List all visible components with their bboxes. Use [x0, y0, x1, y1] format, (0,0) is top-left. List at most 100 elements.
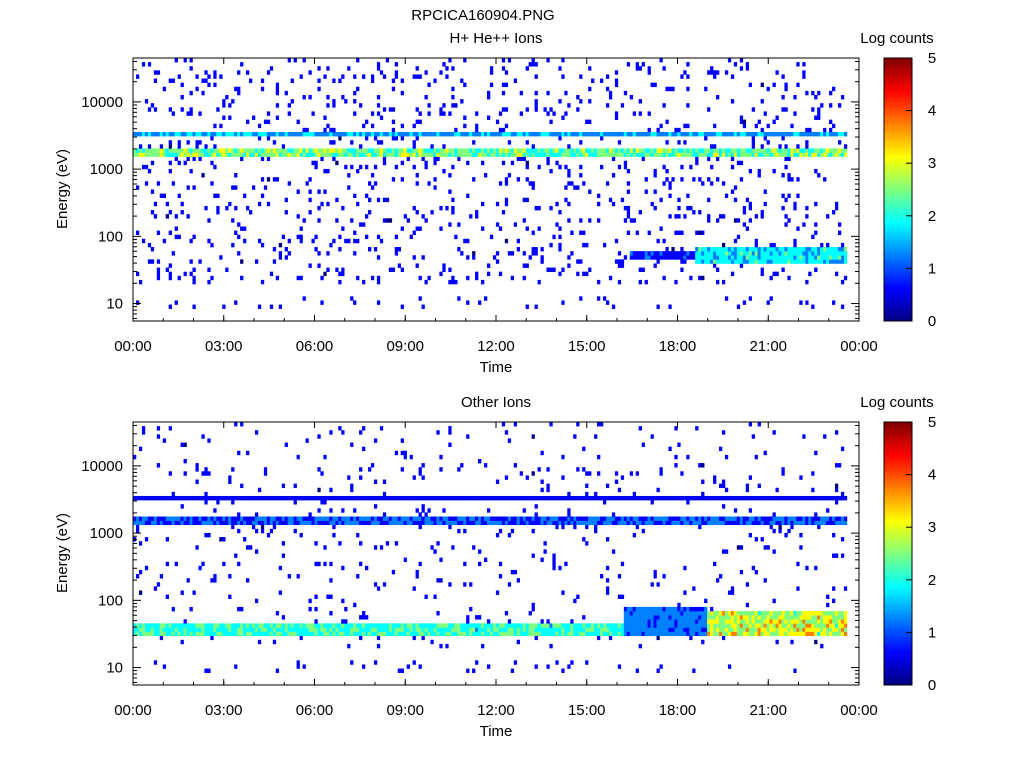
heatmap-cell: [201, 148, 205, 153]
heatmap-cell: [647, 623, 651, 628]
heatmap-cell: [778, 259, 782, 264]
heatmap-cell: [701, 516, 705, 521]
heatmap-cell: [249, 78, 253, 83]
heatmap-cell: [177, 520, 181, 526]
heatmap-cell: [219, 152, 223, 157]
heatmap-cell: [326, 123, 330, 129]
heatmap-cell: [665, 495, 669, 501]
heatmap-cell: [805, 214, 809, 219]
heatmap-cell: [799, 251, 803, 256]
colorbar-swatch: [884, 632, 912, 636]
heatmap-cell: [751, 619, 755, 624]
colorbar-tick-label: 1: [928, 624, 936, 641]
heatmap-cell: [418, 631, 422, 636]
heatmap-cell: [204, 532, 208, 538]
heatmap-cell: [826, 619, 830, 624]
heatmap-cell: [763, 259, 767, 264]
heatmap-cell: [168, 631, 172, 636]
heatmap-cell: [620, 131, 625, 137]
heatmap-cell: [463, 520, 467, 526]
heatmap-cell: [772, 495, 776, 501]
heatmap-cell: [275, 82, 280, 88]
heatmap-cell: [629, 611, 634, 616]
heatmap-cell: [704, 251, 708, 256]
heatmap-cell: [555, 495, 559, 501]
heatmap-cell: [365, 631, 369, 636]
heatmap-cell: [745, 251, 750, 256]
heatmap-cell: [775, 148, 779, 153]
heatmap-cell: [165, 627, 169, 632]
heatmap-cell: [528, 255, 532, 260]
heatmap-cell: [567, 491, 571, 497]
heatmap-cell: [814, 230, 818, 235]
heatmap-cell: [656, 619, 660, 624]
heatmap-cell: [463, 623, 467, 628]
heatmap-cell: [394, 627, 399, 632]
colorbar-swatch: [884, 682, 912, 686]
heatmap-cell: [552, 234, 556, 240]
heatmap-cell: [448, 189, 452, 194]
heatmap-cell: [153, 623, 158, 628]
heatmap-cell: [626, 181, 631, 186]
heatmap-cell: [478, 631, 482, 636]
x-tick-label: 09:00: [386, 338, 424, 355]
heatmap-cell: [147, 627, 152, 632]
heatmap-cell: [356, 238, 360, 244]
heatmap-cell: [748, 259, 753, 264]
heatmap-cell: [704, 247, 708, 252]
heatmap-cell: [597, 148, 601, 153]
heatmap-cell: [466, 300, 470, 305]
heatmap-cell: [284, 631, 288, 636]
heatmap-cell: [695, 255, 699, 260]
heatmap-cell: [632, 623, 636, 628]
heatmap-cell: [379, 115, 384, 120]
colorbar-swatch: [884, 289, 912, 293]
heatmap-cell: [198, 520, 202, 526]
heatmap-cell: [629, 251, 634, 256]
heatmap-cell: [442, 148, 446, 153]
heatmap-cell: [540, 619, 544, 624]
heatmap-cell: [790, 639, 794, 645]
colorbar-swatch: [884, 134, 912, 138]
y-tick-label: 10: [106, 660, 123, 677]
heatmap-cell: [757, 255, 761, 260]
heatmap-cell: [835, 623, 839, 628]
heatmap-cell: [219, 520, 223, 526]
heatmap-cell: [671, 516, 675, 521]
heatmap-cell: [311, 631, 315, 636]
heatmap-cell: [156, 495, 161, 501]
heatmap-cell: [754, 242, 758, 248]
heatmap-cell: [721, 549, 726, 554]
heatmap-cell: [558, 242, 562, 248]
heatmap-cell: [811, 148, 815, 153]
heatmap-cell: [454, 152, 458, 157]
heatmap-cell: [362, 627, 366, 632]
heatmap-cell: [308, 512, 312, 517]
heatmap-cell: [335, 516, 339, 521]
heatmap-cell: [534, 62, 538, 67]
heatmap-cell: [391, 516, 396, 521]
heatmap-cell: [751, 251, 755, 256]
heatmap-cell: [772, 119, 776, 125]
heatmap-cell: [329, 627, 333, 632]
heatmap-cell: [686, 615, 690, 620]
heatmap-cell: [189, 66, 193, 71]
heatmap-cell: [326, 267, 330, 272]
heatmap-cell: [525, 263, 529, 268]
heatmap-cell: [820, 619, 824, 624]
heatmap-cell: [567, 152, 571, 157]
heatmap-cell: [772, 271, 776, 277]
colorbar-swatch: [884, 58, 912, 62]
heatmap-cell: [287, 152, 291, 157]
heatmap-cell: [751, 627, 755, 632]
heatmap-cell: [811, 623, 815, 628]
heatmap-cell: [534, 152, 538, 157]
heatmap-cell: [519, 623, 523, 628]
heatmap-cell: [751, 259, 755, 264]
heatmap-cell: [826, 131, 830, 137]
heatmap-cell: [695, 426, 699, 431]
heatmap-cell: [608, 94, 613, 100]
heatmap-cell: [159, 193, 164, 199]
heatmap-cell: [213, 70, 217, 75]
